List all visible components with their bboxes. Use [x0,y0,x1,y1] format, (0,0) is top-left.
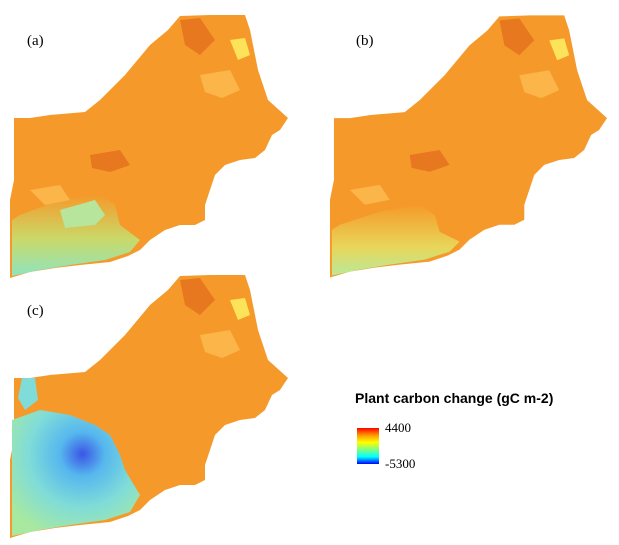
yellow-patch [230,298,250,320]
west-cyan-patch [18,378,38,410]
new-england-map-a [10,15,288,278]
yellow-patch [230,38,250,60]
southern-lowland-region [12,195,140,276]
map-panel-c: (c) [0,260,300,545]
light-region [519,70,560,99]
legend-min-label: -5300 [385,456,416,471]
panel-label-a: (a) [27,33,44,49]
hotspot-region [409,149,450,172]
new-england-map-b [329,15,608,278]
map-panel-b: (b) [320,0,619,285]
color-legend: Plant carbon change (gC m-2) 4400 -5300 [355,390,610,480]
map-panel-a: (a) [0,0,300,285]
yellow-patch [549,38,570,61]
southern-lowland-region [331,204,460,276]
new-england-map-c [10,275,288,538]
panel-label-c: (c) [27,303,44,319]
light-patch [349,184,390,205]
hotspot-region-north [180,278,215,315]
light-patch [30,185,70,205]
light-region [200,330,240,358]
hotspot-region-north [180,18,215,55]
hotspot-region-north [499,18,535,56]
legend-color-bar [357,428,379,464]
hotspot-region [90,150,130,172]
legend-max-label: 4400 [385,420,411,435]
green-patch [60,200,105,228]
panel-label-b: (b) [356,33,374,49]
light-region [200,70,240,98]
legend-title: Plant carbon change (gC m-2) [355,390,554,406]
southern-blue-region [12,410,140,536]
